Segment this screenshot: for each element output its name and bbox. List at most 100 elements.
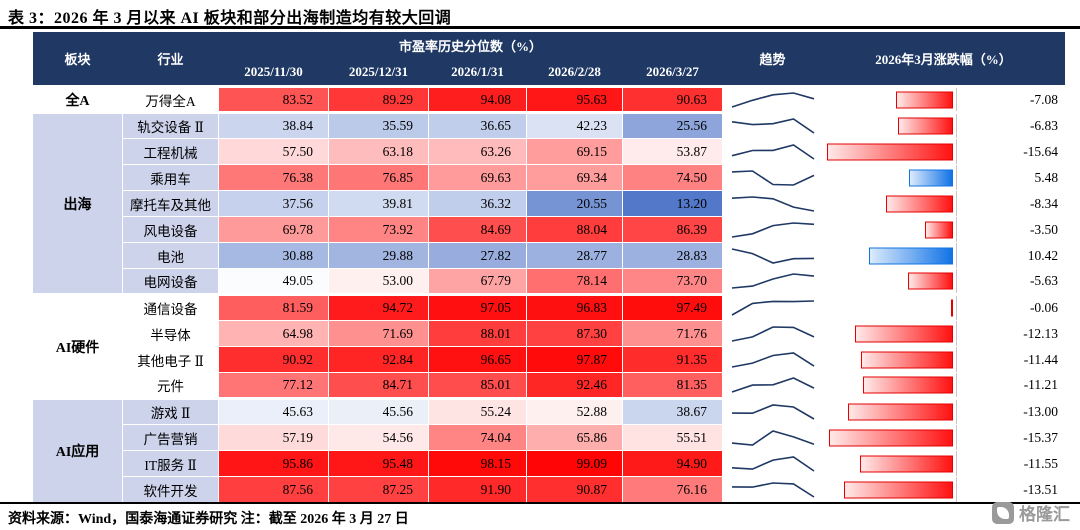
change-bar-cell bbox=[822, 424, 958, 451]
change-value-cell: -8.34 bbox=[956, 190, 1066, 217]
pe-percentile-cell: 78.14 bbox=[526, 268, 623, 295]
pe-percentile-cell: 91.90 bbox=[428, 476, 527, 503]
table-row: AI应用 游戏 Ⅱ 45.63 45.56 55.24 52.88 38.67 -13.00 bbox=[32, 397, 1066, 503]
pe-percentile-cell: 35.59 bbox=[328, 111, 429, 139]
change-value-cell: -15.37 bbox=[956, 424, 1066, 451]
pe-percentile-cell: 69.63 bbox=[428, 164, 527, 191]
pe-percentile-cell: 94.72 bbox=[328, 293, 429, 321]
pe-percentile-cell: 65.86 bbox=[526, 424, 623, 451]
pe-percentile-cell: 67.79 bbox=[428, 268, 527, 295]
change-value-cell: -11.55 bbox=[956, 450, 1066, 477]
negative-change-bar bbox=[862, 376, 954, 394]
pe-percentile-cell: 57.19 bbox=[218, 424, 329, 451]
table-row: 软件开发 87.56 87.25 91.90 90.87 76.16 -13.51 bbox=[33, 476, 1066, 503]
table-row: 其他电子 Ⅱ 90.92 92.84 96.65 97.87 91.35 -11.44 bbox=[33, 346, 1066, 373]
negative-change-bar bbox=[848, 403, 954, 421]
pe-percentile-cell: 92.46 bbox=[526, 372, 623, 399]
change-value-cell: -11.44 bbox=[956, 346, 1066, 373]
change-bar-cell bbox=[822, 293, 958, 321]
trend-cell bbox=[722, 111, 824, 139]
trend-cell bbox=[722, 424, 824, 451]
pe-percentile-cell: 54.56 bbox=[328, 424, 429, 451]
source-note: 资料来源：Wind，国泰海通证券研究 注：截至 2026 年 3 月 27 日 bbox=[8, 512, 409, 527]
change-value-cell: -3.50 bbox=[956, 216, 1066, 243]
trend-cell bbox=[722, 216, 824, 243]
industry-cell: 广告营销 bbox=[122, 424, 219, 451]
change-value-cell: 10.42 bbox=[956, 242, 1066, 269]
pe-percentile-cell: 63.26 bbox=[428, 138, 527, 165]
pe-percentile-cell: 96.65 bbox=[428, 346, 527, 373]
trend-sparkline bbox=[731, 404, 814, 420]
industry-cell: 软件开发 bbox=[122, 476, 219, 503]
pe-percentile-cell: 76.38 bbox=[218, 164, 329, 191]
pe-percentile-cell: 88.04 bbox=[526, 216, 623, 243]
pe-percentile-cell: 85.01 bbox=[428, 372, 527, 399]
industry-cell: 电网设备 bbox=[122, 268, 219, 295]
trend-cell bbox=[722, 190, 824, 217]
sector-cell: AI硬件 bbox=[32, 293, 123, 399]
pe-percentile-cell: 28.77 bbox=[526, 242, 623, 269]
trend-sparkline bbox=[731, 429, 814, 446]
table-row: 摩托车及其他 37.56 39.81 36.32 20.55 13.20 -8.34 bbox=[33, 190, 1066, 217]
pe-percentile-cell: 39.81 bbox=[328, 190, 429, 217]
gelonghui-watermark: 格隆汇 bbox=[992, 500, 1070, 525]
pe-percentile-cell: 13.20 bbox=[621, 190, 724, 217]
trend-sparkline bbox=[731, 481, 814, 498]
negative-change-bar bbox=[951, 299, 954, 317]
pe-percentile-cell: 71.76 bbox=[621, 320, 724, 347]
change-bar-cell bbox=[822, 216, 958, 243]
table-row: 电池 30.88 29.88 27.82 28.77 28.83 10.42 bbox=[33, 242, 1066, 269]
table-row: IT服务 Ⅱ 95.86 95.48 98.15 99.09 94.90 -11.55 bbox=[33, 450, 1066, 477]
industry-cell: 半导体 bbox=[122, 320, 219, 347]
trend-sparkline bbox=[731, 455, 814, 472]
pe-percentile-cell: 76.16 bbox=[621, 476, 724, 503]
header-pe-group: 市盈率历史分位数（%） bbox=[218, 32, 723, 59]
table-body: 全A 万得全A 83.52 89.29 94.08 95.63 90.63 -7.08 出海 轨交… bbox=[32, 85, 1066, 503]
change-bar-cell bbox=[822, 164, 958, 191]
pe-percentile-cell: 90.92 bbox=[218, 346, 329, 373]
bottom-divider bbox=[0, 502, 1080, 504]
pe-percentile-cell: 73.92 bbox=[328, 216, 429, 243]
industry-cell: 工程机械 bbox=[122, 138, 219, 165]
industry-cell: 风电设备 bbox=[122, 216, 219, 243]
pe-percentile-cell: 73.70 bbox=[621, 268, 724, 295]
pe-percentile-cell: 83.52 bbox=[218, 85, 329, 113]
change-bar-cell bbox=[822, 346, 958, 373]
trend-sparkline bbox=[731, 118, 814, 134]
pe-percentile-cell: 25.56 bbox=[621, 111, 724, 139]
change-bar-cell bbox=[822, 476, 958, 503]
change-value-cell: -7.08 bbox=[956, 85, 1066, 113]
pe-percentile-cell: 87.56 bbox=[218, 476, 329, 503]
table-row: 半导体 64.98 71.69 88.01 87.30 71.76 -12.13 bbox=[33, 320, 1066, 347]
pe-percentile-cell: 29.88 bbox=[328, 242, 429, 269]
trend-cell bbox=[722, 293, 824, 321]
pe-percentile-cell: 92.84 bbox=[328, 346, 429, 373]
industry-cell: 通信设备 bbox=[122, 293, 219, 321]
trend-cell bbox=[722, 242, 824, 269]
pe-percentile-cell: 95.63 bbox=[526, 85, 623, 113]
table-header: 板块 行业 市盈率历史分位数（%） 趋势 2026年3月涨跌幅（%） 2025/… bbox=[32, 32, 1065, 87]
table-row: 乘用车 76.38 76.85 69.63 69.34 74.50 5.48 bbox=[33, 164, 1066, 191]
change-value-cell: -6.83 bbox=[956, 111, 1066, 139]
gelonghui-logo-icon bbox=[992, 501, 1014, 524]
change-bar-cell bbox=[822, 85, 958, 113]
top-divider bbox=[0, 26, 1080, 29]
negative-change-bar bbox=[898, 117, 954, 135]
pe-percentile-cell: 84.69 bbox=[428, 216, 527, 243]
pe-percentile-cell: 77.12 bbox=[218, 372, 329, 399]
pe-percentile-cell: 71.69 bbox=[328, 320, 429, 347]
negative-change-bar bbox=[885, 195, 954, 212]
pe-percentile-cell: 42.23 bbox=[526, 111, 623, 139]
pe-percentile-cell: 52.88 bbox=[526, 397, 623, 425]
pe-percentile-cell: 86.39 bbox=[621, 216, 724, 243]
trend-cell bbox=[722, 164, 824, 191]
pe-percentile-cell: 81.35 bbox=[621, 372, 724, 399]
negative-change-bar bbox=[896, 91, 954, 108]
industry-cell: 万得全A bbox=[122, 85, 219, 113]
trend-sparkline bbox=[731, 221, 814, 238]
trend-sparkline bbox=[731, 247, 814, 264]
trend-sparkline bbox=[731, 273, 814, 289]
trend-cell bbox=[722, 268, 824, 295]
industry-cell: 乘用车 bbox=[122, 164, 219, 191]
table-row: 出海 轨交设备 Ⅱ 38.84 35.59 36.65 42.23 25.56 -6.83 bbox=[32, 111, 1066, 295]
